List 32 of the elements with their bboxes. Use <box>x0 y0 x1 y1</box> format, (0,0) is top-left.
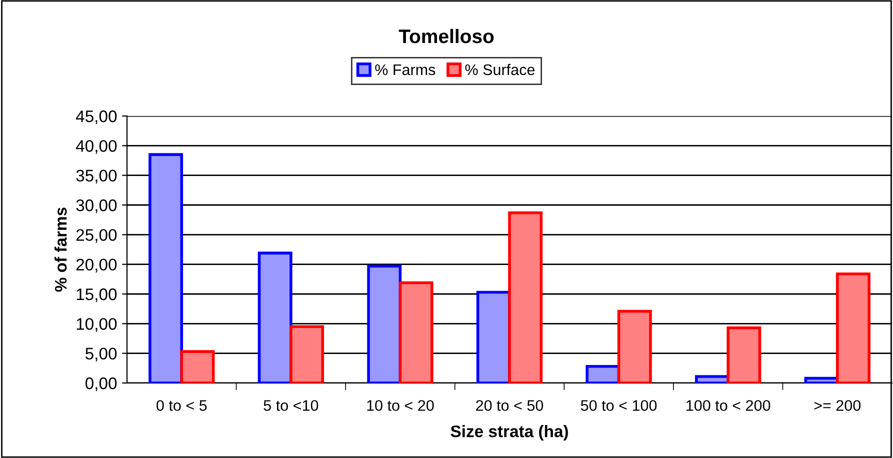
bar <box>508 211 543 383</box>
x-tick-label: 5 to <10 <box>264 400 318 411</box>
bar <box>290 325 324 383</box>
y-tick-label: 10,00 <box>76 318 117 332</box>
x-tick-label: 50 to < 100 <box>580 400 657 411</box>
bar <box>180 350 215 383</box>
x-axis-title: Size strata (ha) <box>450 425 568 441</box>
y-tick-label: 35,00 <box>76 170 117 184</box>
y-tick-label: 5,00 <box>86 348 117 362</box>
y-tick-label: 30,00 <box>76 199 117 214</box>
y-axis-title: % of farms <box>54 208 67 292</box>
legend-label: % Surface <box>465 64 535 76</box>
y-tick-label: 40,00 <box>76 140 117 154</box>
bar <box>836 272 870 383</box>
x-tick-label: 100 to < 200 <box>686 400 770 411</box>
x-tick-label: 20 to < 50 <box>476 400 544 411</box>
bar <box>148 153 184 383</box>
bar <box>367 264 402 383</box>
y-tick-label: 15,00 <box>76 288 117 302</box>
y-tick-label: 25,00 <box>76 229 117 243</box>
chart-title: Tomelloso <box>398 28 494 44</box>
y-tick-label: 0,00 <box>85 377 117 392</box>
bar <box>726 326 762 383</box>
bar <box>617 310 652 383</box>
bar <box>258 252 292 383</box>
y-tick-label: 45,00 <box>76 110 117 124</box>
x-tick-label: >= 200 <box>814 400 861 411</box>
legend-label: % Farms <box>375 64 436 76</box>
y-tick-label: 20,00 <box>76 258 117 273</box>
bar <box>398 281 434 383</box>
x-tick-label: 10 to < 20 <box>367 400 434 411</box>
x-tick-label: 0 to < 5 <box>156 400 207 411</box>
